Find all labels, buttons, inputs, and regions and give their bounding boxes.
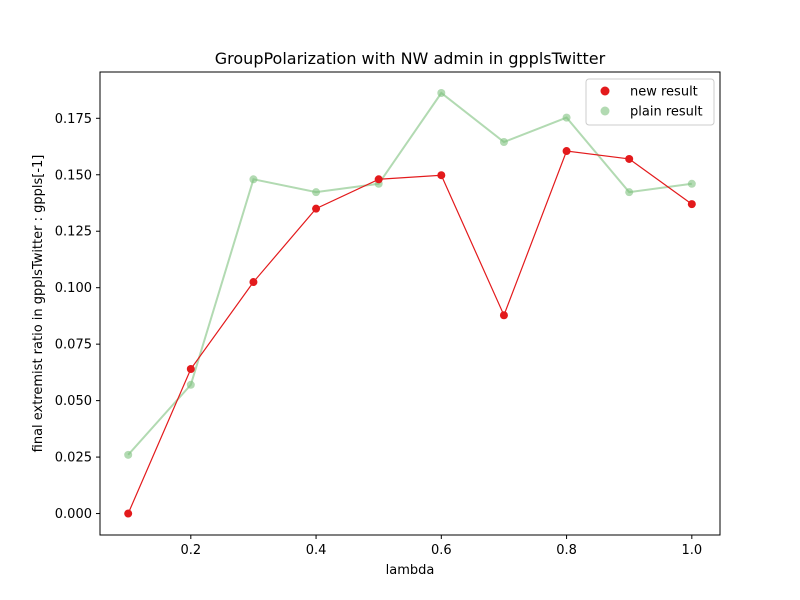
y-axis: 0.000 0.025 0.050 0.075 0.100 0.125 0.150 0.175 <box>55 112 100 522</box>
data-point-plain-result <box>437 89 446 98</box>
x-axis: 0.2 0.4 0.6 0.8 1.0 <box>180 535 702 558</box>
x-axis-label: lambda <box>386 563 435 578</box>
data-point-plain-result <box>625 188 634 197</box>
series-new-result <box>124 147 696 518</box>
legend-label: plain result <box>630 105 703 120</box>
legend-marker <box>600 106 610 116</box>
series-line-new-result <box>127 150 693 514</box>
series-line-plain-result <box>127 91 692 456</box>
x-tick-label: 1.0 <box>681 543 702 558</box>
y-tick-label: 0.000 <box>55 507 92 522</box>
y-tick-label: 0.050 <box>55 394 92 409</box>
y-tick-label: 0.075 <box>55 338 92 353</box>
plot-area <box>124 89 696 518</box>
legend-box <box>585 78 715 126</box>
y-tick-label: 0.125 <box>55 225 92 240</box>
data-point-new-result <box>499 311 508 320</box>
data-point-new-result <box>625 154 634 163</box>
data-point-new-result <box>437 171 446 180</box>
chart-title: GroupPolarization with NW admin in gppls… <box>215 49 606 68</box>
legend: new result plain result <box>585 78 715 126</box>
x-tick-label: 0.8 <box>556 543 577 558</box>
data-point-new-result <box>249 278 258 287</box>
data-point-plain-result <box>562 113 571 122</box>
data-point-plain-result <box>186 380 195 389</box>
data-point-new-result <box>562 147 571 156</box>
data-point-plain-result <box>124 450 133 459</box>
plot-frame <box>99 71 721 536</box>
data-point-plain-result <box>687 179 696 188</box>
y-tick-label: 0.025 <box>55 451 92 466</box>
y-tick-label: 0.150 <box>55 168 92 183</box>
legend-item-new-result: new result <box>600 85 698 100</box>
series-plain-result <box>124 89 696 459</box>
data-point-new-result <box>186 364 195 373</box>
y-tick-label: 0.175 <box>55 112 92 127</box>
data-point-plain-result <box>499 138 508 147</box>
x-tick-label: 0.4 <box>306 543 327 558</box>
data-point-plain-result <box>249 175 258 184</box>
data-point-new-result <box>374 175 383 184</box>
x-tick-label: 0.2 <box>180 543 201 558</box>
data-point-new-result <box>124 509 133 518</box>
y-tick-label: 0.100 <box>55 281 92 296</box>
y-axis-label: final extremist ratio in gpplsTwitter : … <box>31 155 46 453</box>
legend-label: new result <box>630 85 698 100</box>
data-point-new-result <box>312 204 321 213</box>
legend-item-plain-result: plain result <box>600 105 703 120</box>
x-tick-label: 0.6 <box>431 543 452 558</box>
legend-marker <box>600 86 610 96</box>
data-point-plain-result <box>312 188 321 197</box>
data-point-new-result <box>687 200 696 209</box>
